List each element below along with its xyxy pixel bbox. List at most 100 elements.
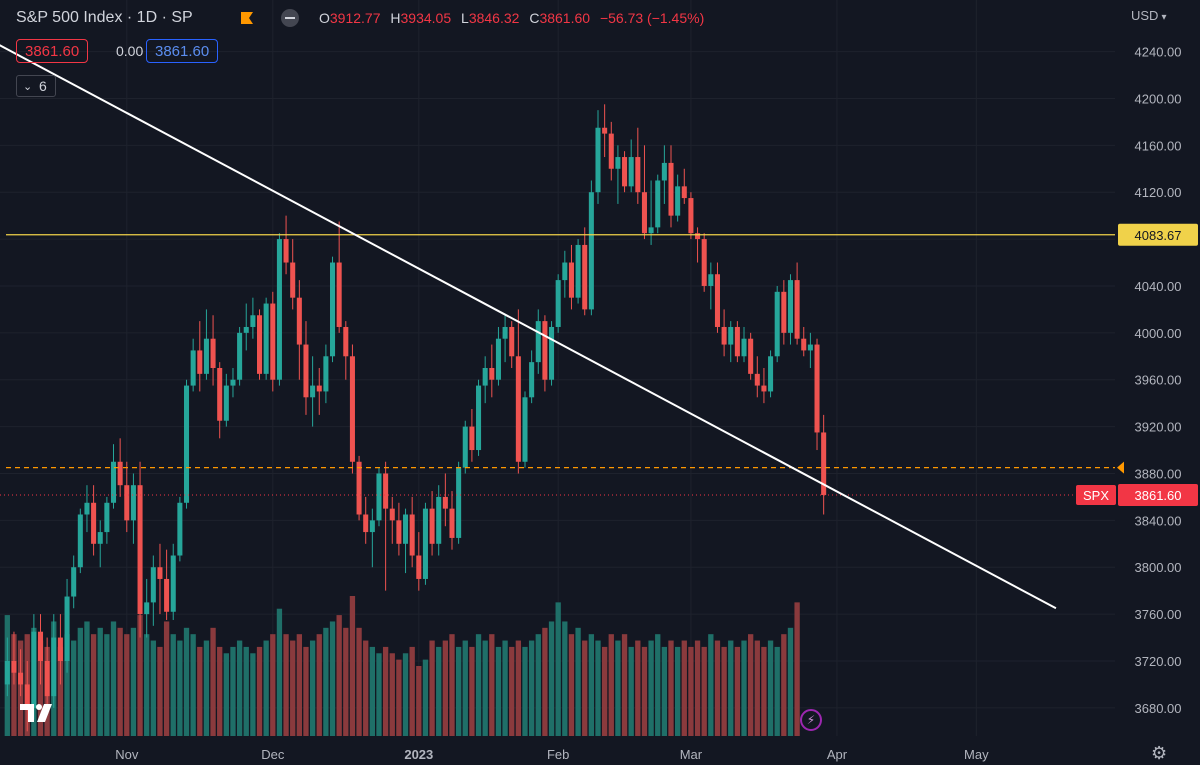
candle-body [588,192,594,310]
candle-body [622,157,628,187]
symbol-label: SPX [1083,488,1109,503]
candle-body [403,514,409,544]
volume-bar [57,646,64,736]
candle-body [137,485,143,615]
volume-bar [356,627,362,736]
volume-bar [203,640,210,736]
buy-price-button[interactable]: 3861.60 [146,39,219,63]
indicator-count: 6 [39,78,47,94]
x-tick-label: Nov [115,747,139,762]
horizontal-line-label: 4083.67 [1135,228,1182,243]
candle-body [84,502,90,515]
volume-bar [163,621,170,736]
volume-bar [416,666,422,736]
volume-bar [648,640,654,736]
high-value: 3934.05 [400,10,452,26]
candle-body [57,637,63,661]
volume-bar [270,634,276,736]
candle-body [117,461,123,486]
candle-body [476,385,482,451]
volume-bar [177,640,183,736]
volume-bar [336,615,342,736]
candle-body [210,338,216,368]
volume-bar [774,646,780,736]
volume-bar [376,653,382,736]
drawings [0,44,1124,610]
candle-body [489,368,495,380]
y-tick-label: 3880.00 [1135,466,1182,481]
candle-body [383,473,389,509]
candle-body [270,303,276,380]
candle-body [595,127,601,193]
candle-body [781,291,787,333]
candle-body [237,332,243,380]
candle-body [575,244,581,298]
volume-bar [568,634,575,736]
orange-marker [1117,461,1124,474]
volume-bar [296,634,302,736]
x-tick-label: May [964,747,989,762]
minus-circle-icon[interactable] [281,9,299,27]
volume-bar [535,634,541,736]
gear-icon[interactable]: ⚙ [1151,743,1168,763]
y-tick-label: 4240.00 [1135,45,1182,60]
volume-bar [582,640,588,736]
candle-body [150,567,156,603]
volume-bar [734,646,741,736]
candle-body [422,508,428,579]
indicators-toggle[interactable]: ⌄ 6 [16,75,56,97]
currency-selector[interactable]: USD ▾ [1131,8,1166,23]
candle-body [549,326,555,380]
candle-body [655,180,661,228]
volume-bar [741,640,747,736]
symbol-title[interactable]: S&P 500 Index · 1D · SP [16,9,193,26]
x-axis: Nov Dec 2023 Feb Mar Apr May [115,747,989,762]
candle-body [469,426,475,451]
candle-body [369,520,375,533]
volume-bar [515,640,522,736]
candle-body [814,344,820,433]
candle-body [821,432,827,496]
volume-bar [104,634,110,736]
chevron-down-icon: ⌄ [23,81,33,93]
candle-body [462,426,468,468]
volume-bar [495,646,502,736]
candle-body [748,338,754,374]
volume-bar [469,646,475,736]
sell-price-button[interactable]: 3861.60 [16,39,89,63]
volume-bar [522,646,528,736]
volume-bar [754,640,760,736]
candle-body [615,157,621,169]
volume-bar [144,634,150,736]
volume-bar [117,627,123,736]
low-label: L [461,10,469,26]
volume-bar [542,627,548,736]
close-label: C [529,10,540,26]
candle-body [330,262,336,357]
last-price-tag [1118,484,1198,507]
y-tick-label: 4040.00 [1135,279,1182,294]
candle-body [787,280,793,333]
candle-body [323,356,329,392]
symbol-tag [1076,485,1116,506]
flag-icon[interactable] [240,11,254,25]
y-tick-label: 4000.00 [1135,326,1182,341]
x-tick-label: Dec [261,747,285,762]
lightning-icon[interactable]: ⚡ [800,709,822,731]
x-tick-label: 2023 [404,747,433,762]
volume-bar [276,608,283,736]
volume-bar [674,646,681,736]
volume-bar [708,634,714,736]
volume-bar [389,653,395,736]
y-tick-label: 3680.00 [1135,701,1182,716]
volume-bar [688,646,694,736]
tradingview-logo-icon[interactable] [20,700,58,724]
low-value: 3846.32 [468,10,520,26]
candles [4,104,827,732]
volume-bar [290,640,296,736]
candle-body [217,368,223,421]
candle-body [734,326,740,357]
last-price-label: 3861.60 [1135,488,1182,503]
candle-body [568,262,574,298]
